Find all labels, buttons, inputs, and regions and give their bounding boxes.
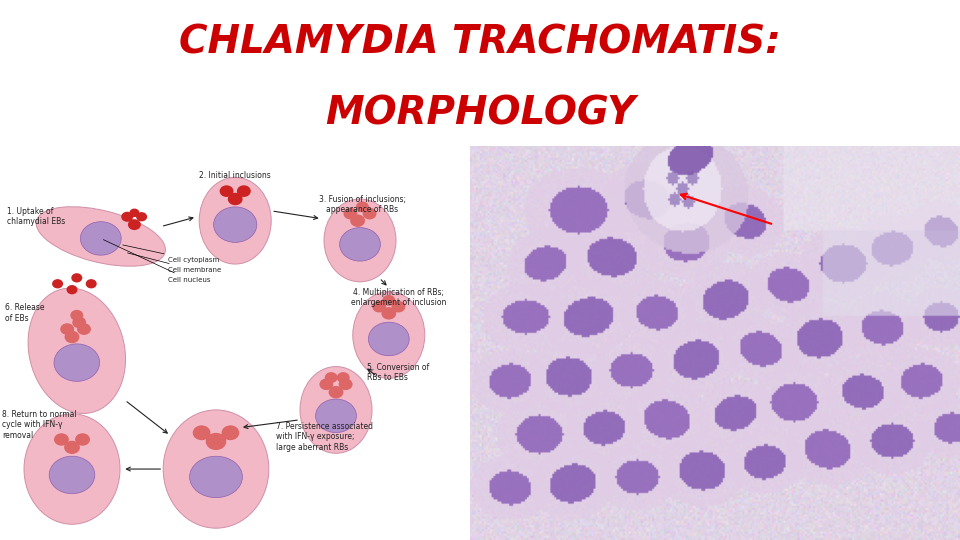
Ellipse shape <box>24 414 120 524</box>
Circle shape <box>78 324 90 334</box>
Circle shape <box>55 434 68 445</box>
Circle shape <box>383 295 395 305</box>
Circle shape <box>363 208 376 219</box>
Circle shape <box>73 318 85 328</box>
Ellipse shape <box>200 177 272 264</box>
Circle shape <box>137 213 147 221</box>
Text: 5. Conversion of
RBs to EBs: 5. Conversion of RBs to EBs <box>368 363 429 382</box>
Circle shape <box>76 434 89 445</box>
Text: 2. Initial inclusions: 2. Initial inclusions <box>200 171 271 180</box>
Ellipse shape <box>81 222 121 255</box>
Ellipse shape <box>369 322 409 356</box>
Ellipse shape <box>316 399 356 433</box>
Text: Cell cytoplasm: Cell cytoplasm <box>123 245 219 263</box>
Circle shape <box>340 379 352 389</box>
Ellipse shape <box>28 288 126 414</box>
Circle shape <box>129 220 140 229</box>
Text: CHLAMYDIA TRACHOMATIS:: CHLAMYDIA TRACHOMATIS: <box>180 23 780 62</box>
Text: 8. Return to normal
cycle with IFN-γ
removal: 8. Return to normal cycle with IFN-γ rem… <box>3 410 77 440</box>
Circle shape <box>221 186 233 196</box>
Text: Cell nucleus: Cell nucleus <box>104 240 210 283</box>
Circle shape <box>222 426 238 440</box>
Ellipse shape <box>214 207 257 242</box>
Circle shape <box>53 280 62 288</box>
Circle shape <box>64 442 79 453</box>
Ellipse shape <box>36 207 165 266</box>
Circle shape <box>329 387 343 397</box>
Circle shape <box>382 308 396 319</box>
Text: 4. Multiplication of RBs;
enlargement of inclusion: 4. Multiplication of RBs; enlargement of… <box>350 288 446 307</box>
Ellipse shape <box>340 227 380 261</box>
Circle shape <box>67 286 77 294</box>
Circle shape <box>372 301 385 312</box>
Circle shape <box>344 208 357 219</box>
Circle shape <box>61 324 73 334</box>
Ellipse shape <box>49 456 95 494</box>
Ellipse shape <box>189 456 242 498</box>
Circle shape <box>357 202 368 212</box>
Circle shape <box>194 426 210 440</box>
Circle shape <box>206 434 226 449</box>
Text: 7. Persistence associated
with IFN-γ exposure;
large aberrant RBs: 7. Persistence associated with IFN-γ exp… <box>276 422 373 451</box>
Ellipse shape <box>54 344 100 381</box>
Ellipse shape <box>300 367 372 453</box>
Circle shape <box>338 373 349 382</box>
Circle shape <box>228 193 242 205</box>
Circle shape <box>72 274 82 282</box>
Circle shape <box>65 332 79 342</box>
Circle shape <box>71 310 83 320</box>
Circle shape <box>122 212 132 221</box>
Circle shape <box>86 280 96 288</box>
Text: 1. Uptake of
chlamydial EBs: 1. Uptake of chlamydial EBs <box>7 207 65 226</box>
Text: Cell membrane: Cell membrane <box>128 253 221 273</box>
Text: MORPHOLOGY: MORPHOLOGY <box>324 94 636 132</box>
Ellipse shape <box>324 199 396 282</box>
Circle shape <box>392 301 405 312</box>
Circle shape <box>130 210 138 217</box>
Circle shape <box>351 215 365 226</box>
Ellipse shape <box>163 410 269 528</box>
Text: 3. Fusion of inclusions;
appearance of RBs: 3. Fusion of inclusions; appearance of R… <box>319 195 406 214</box>
Circle shape <box>320 379 332 389</box>
Circle shape <box>238 186 250 196</box>
Text: 6. Release
of EBs: 6. Release of EBs <box>5 303 44 323</box>
Ellipse shape <box>352 292 424 379</box>
Circle shape <box>325 373 337 382</box>
